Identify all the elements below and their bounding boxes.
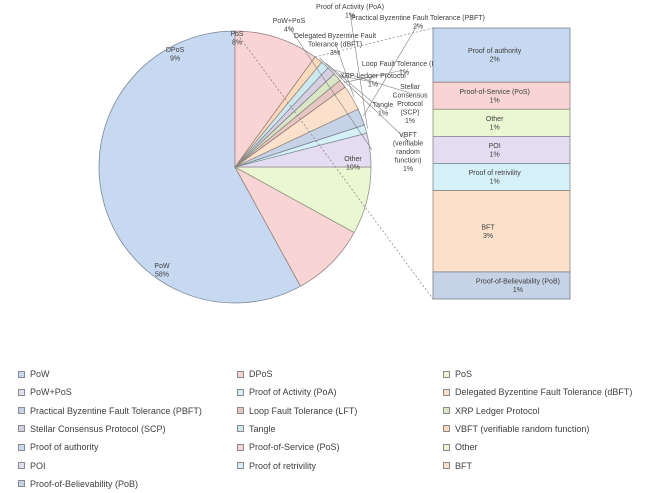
legend-item-17: BFT bbox=[443, 461, 472, 471]
legend-item-13: Proof-of-Service (PoS) bbox=[237, 442, 340, 452]
bar-of-pie-chart: PoW 58% DPoS 9% PoS 8% PoW+PoS 4% Proof of Activ… bbox=[98, 4, 571, 304]
legend-swatch bbox=[443, 370, 450, 378]
legend-item-8: XRP Ledger Protocol bbox=[443, 406, 539, 416]
bar-segment-4 bbox=[432, 163, 571, 192]
legend-item-6: Practical Byzentine Fault Tolerance (PBF… bbox=[18, 406, 202, 416]
legend-item-14: Other bbox=[443, 442, 478, 452]
pie-label-6: Delegated Byzentine Fault Tolerance (dBFT… bbox=[294, 33, 376, 57]
bar-label-4: Proof of retrivility 1% bbox=[469, 170, 522, 186]
legend-swatch bbox=[237, 462, 244, 469]
pie-leader-7 bbox=[343, 69, 405, 83]
pie-label-3: PoW+PoS 4% bbox=[273, 18, 306, 34]
legend-swatch bbox=[443, 462, 450, 469]
legend-item-4: Proof of Activity (PoA) bbox=[237, 387, 337, 397]
bar-segment-5 bbox=[432, 190, 571, 273]
pie-label-2: PoS 8% bbox=[230, 31, 244, 47]
connector-bottom bbox=[234, 30, 434, 300]
legend-label: Delegated Byzentine Fault Tolerance (dBF… bbox=[455, 387, 633, 398]
legend-label: BFT bbox=[455, 460, 472, 471]
legend-item-3: PoW+PoS bbox=[18, 387, 72, 397]
legend-item-7: Loop Fault Tolerance (LFT) bbox=[237, 406, 357, 416]
legend-item-10: Tangle bbox=[237, 424, 276, 434]
pie-slice-0 bbox=[98, 30, 302, 304]
pie-label-1: DPoS 9% bbox=[166, 47, 185, 63]
legend-item-2: PoS bbox=[443, 369, 472, 379]
legend-swatch bbox=[237, 370, 244, 378]
legend-item-11: VBFT (verifiable random function) bbox=[443, 424, 589, 434]
bar-label-1: Proof-of-Service (PoS) 1% bbox=[459, 89, 529, 105]
legend-label: Proof of authority bbox=[30, 442, 99, 453]
pie-leader-4 bbox=[349, 12, 368, 129]
pie-label-4: Proof of Activity (PoA) 1% bbox=[316, 4, 384, 20]
legend-swatch bbox=[237, 425, 244, 433]
legend-swatch bbox=[18, 370, 25, 378]
legend-label: Practical Byzentine Fault Tolerance (PBF… bbox=[30, 405, 202, 416]
bar-label-2: Other 1% bbox=[486, 116, 504, 132]
legend-label: PoS bbox=[455, 369, 473, 379]
legend-label: Proof-of-Service (PoS) bbox=[249, 442, 340, 453]
pie-leader-11 bbox=[319, 57, 409, 142]
pie-label-11: VBFT (verifiable random function) 1% bbox=[393, 132, 423, 173]
pie-slice-12 bbox=[234, 30, 316, 169]
pie-leader-5 bbox=[363, 23, 419, 117]
legend-swatch bbox=[443, 425, 450, 433]
legend-label: Proof of Activity (PoA) bbox=[249, 387, 337, 398]
legend-label: PoW+PoS bbox=[30, 387, 72, 398]
bar-segment-1 bbox=[432, 81, 571, 110]
legend-swatch bbox=[443, 388, 450, 396]
legend-item-1: DPoS bbox=[237, 369, 273, 379]
legend-item-5: Delegated Byzentine Fault Tolerance (dBF… bbox=[443, 387, 632, 397]
legend-item-16: Proof of retrivility bbox=[237, 461, 316, 471]
pie-label-10: Tangle 1% bbox=[373, 102, 394, 118]
legend-item-12: Proof of authority bbox=[18, 442, 99, 452]
legend-label: DPoS bbox=[249, 369, 273, 379]
pie-leader-8 bbox=[338, 75, 374, 83]
legend-label: Other bbox=[455, 442, 478, 453]
legend-swatch bbox=[18, 388, 25, 396]
bar-label-6: Proof-of-Believability (PoB) 1% bbox=[476, 278, 560, 294]
legend-label: Loop Fault Tolerance (LFT) bbox=[249, 405, 358, 416]
pie-label-12: Other 10% bbox=[344, 156, 362, 172]
legend-swatch bbox=[443, 407, 450, 415]
legend-item-9: Stellar Consensus Protocol (SCP) bbox=[18, 424, 166, 434]
pie-label-0: PoW 58% bbox=[154, 263, 170, 279]
bar-label-5: BFT 3% bbox=[481, 224, 495, 240]
legend-swatch bbox=[443, 443, 450, 451]
legend-label: Stellar Consensus Protocol (SCP) bbox=[30, 423, 166, 434]
legend-item-18: Proof-of-Believability (PoB) bbox=[18, 479, 138, 489]
legend-label: PoW bbox=[30, 369, 50, 379]
legend-label: POI bbox=[30, 460, 46, 471]
connector-top bbox=[314, 27, 434, 58]
bar-segment-3 bbox=[432, 135, 571, 164]
legend-swatch bbox=[237, 443, 244, 451]
pie-leader-10 bbox=[326, 63, 384, 112]
pie-label-7: Loop Fault Tolerance (LFT) 1% bbox=[362, 61, 446, 77]
legend-swatch bbox=[237, 388, 244, 396]
legend-swatch bbox=[18, 443, 25, 451]
legend-label: Tangle bbox=[249, 423, 276, 434]
legend-swatch bbox=[18, 462, 25, 469]
pie-label-5: Practical Byzentine Fault Tolerance (PBF… bbox=[351, 15, 485, 31]
legend-swatch bbox=[18, 480, 25, 488]
pie-label-8: XRP Ledger Protocol 1% bbox=[340, 73, 406, 89]
pie-leader-9 bbox=[332, 69, 411, 94]
pie-leader-6 bbox=[334, 41, 355, 97]
bar-label-0: Proof of authority 2% bbox=[468, 48, 522, 64]
legend-swatch bbox=[237, 407, 244, 415]
legend-item-15: POI bbox=[18, 461, 46, 471]
legend-swatch bbox=[18, 425, 25, 433]
pie-label-9: Stellar Consensus Protocol (SCP) 1% bbox=[392, 84, 428, 125]
legend-label: Proof-of-Believability (PoB) bbox=[30, 478, 139, 489]
legend-item-0: PoW bbox=[18, 369, 50, 379]
legend-label: Proof of retrivility bbox=[249, 460, 317, 471]
bar-label-3: POI 1% bbox=[489, 143, 501, 159]
legend-swatch bbox=[18, 407, 25, 415]
bar-segment-6 bbox=[432, 271, 571, 300]
pie-leader-3 bbox=[288, 26, 373, 150]
legend-label: VBFT (verifiable random function) bbox=[455, 423, 590, 434]
legend-label: XRP Ledger Protocol bbox=[455, 405, 540, 416]
